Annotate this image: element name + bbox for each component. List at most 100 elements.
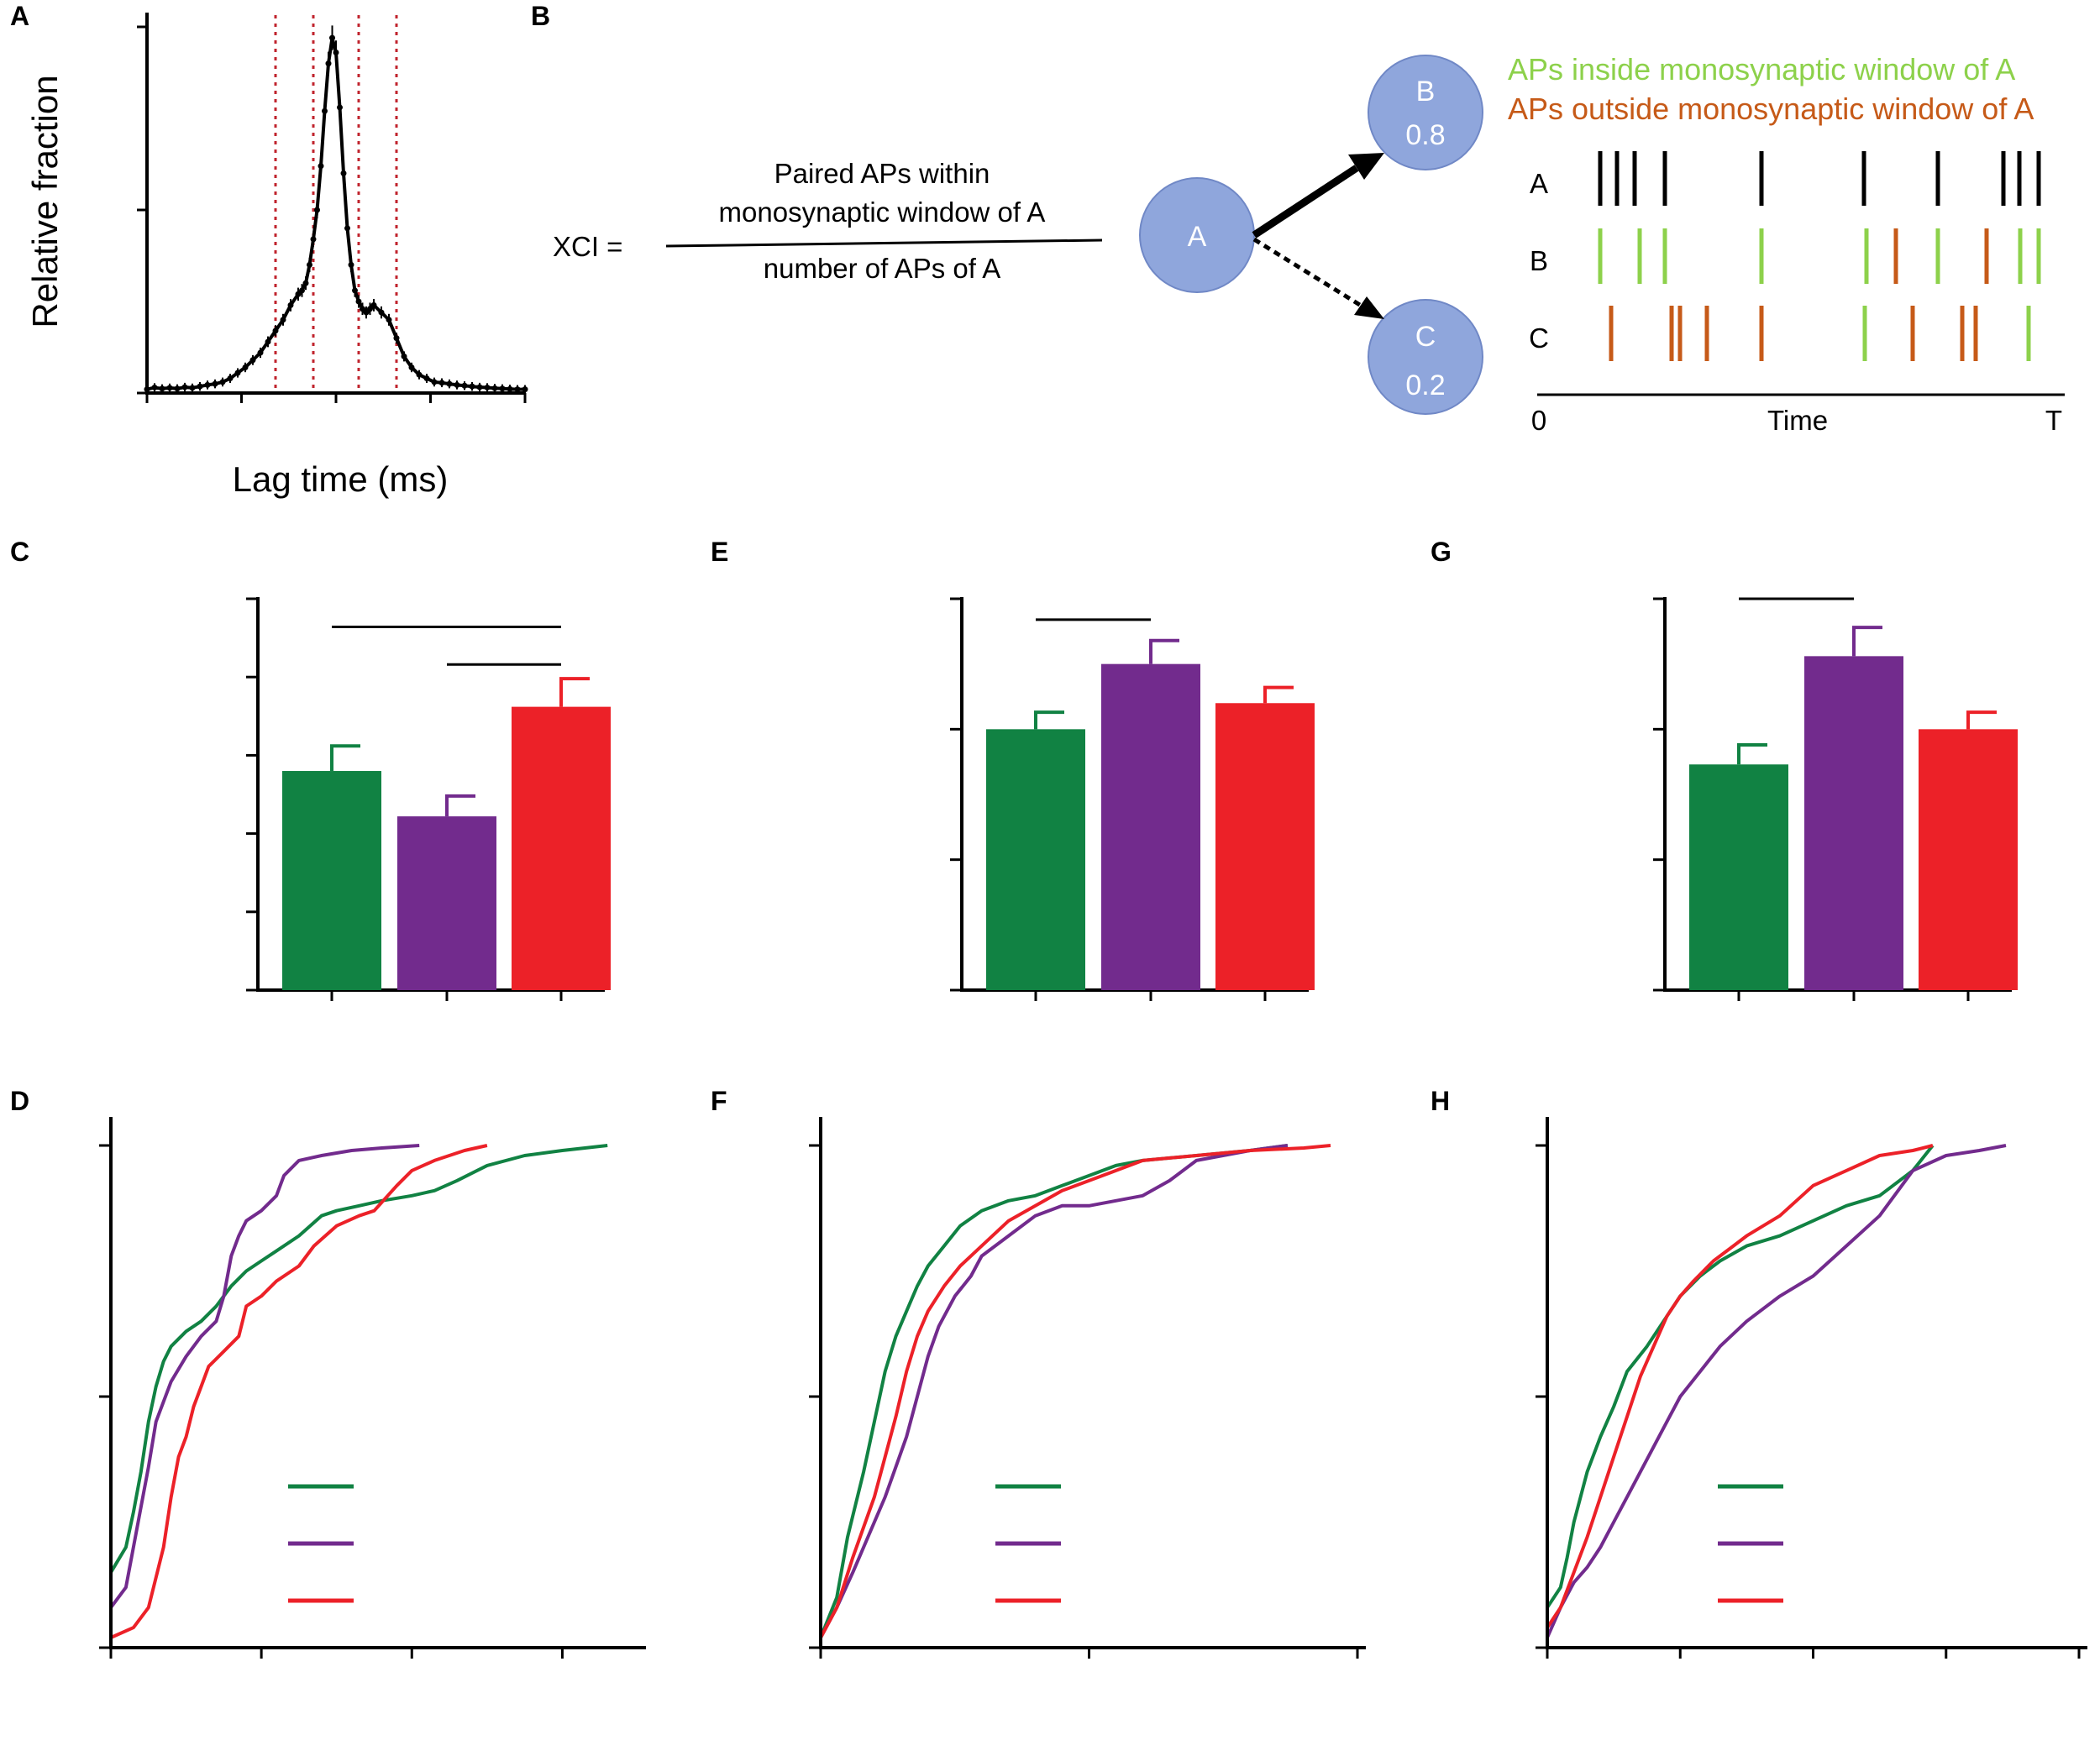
correlogram-point: [401, 353, 407, 359]
bar-dgc: [986, 729, 1085, 990]
correlogram-point: [295, 291, 302, 297]
correlogram-point: [408, 364, 415, 370]
legend-in-window: APs inside monosynaptic window of A: [1508, 52, 2015, 86]
correlogram-point: [446, 380, 453, 387]
node-b-value: 0.8: [1405, 119, 1445, 151]
formula-numerator-1: Paired APs within: [774, 158, 990, 189]
panel-b: B XCI = Paired APs within monosynaptic w…: [531, 1, 2065, 436]
correlogram-point: [393, 335, 400, 342]
raster-row-a: A: [1530, 168, 1548, 199]
correlogram-point: [352, 287, 358, 294]
node-b: [1368, 55, 1483, 170]
correlogram-point: [431, 379, 438, 385]
correlogram-point: [159, 385, 165, 392]
panel-a-letter: A: [10, 1, 29, 31]
correlogram-point: [348, 261, 354, 268]
bar-chart-g: [1653, 597, 2018, 1001]
a-y-label: Relative fraction: [25, 75, 65, 328]
correlogram-point: [272, 328, 279, 334]
correlogram-point: [484, 384, 491, 391]
correlogram-point: [322, 107, 328, 114]
arrow-a-to-c: [1252, 237, 1364, 309]
arrow-a-to-b-head: [1348, 153, 1384, 180]
correlogram-point: [325, 60, 332, 67]
correlogram-point: [242, 364, 249, 370]
time-label: Time: [1767, 405, 1828, 436]
node-c-value: 0.2: [1405, 370, 1445, 401]
correlogram-point: [370, 301, 377, 308]
correlogram-point: [461, 382, 468, 389]
cross-correlogram: [144, 25, 528, 394]
cdf-line-red: [819, 1144, 1331, 1638]
correlogram-point: [507, 385, 513, 392]
time-end-label: T: [2045, 405, 2062, 436]
cdf-line-green: [819, 1144, 1289, 1638]
formula-numerator-2: monosynaptic window of A: [719, 197, 1046, 228]
panel-c-letter: C: [10, 537, 29, 567]
correlogram-point: [337, 104, 343, 111]
node-c-label: C: [1415, 321, 1436, 353]
correlogram-point: [280, 317, 286, 323]
correlogram-point: [227, 375, 234, 382]
panel-e-letter: E: [711, 537, 728, 567]
panel-h: H: [1431, 1086, 2087, 1659]
correlogram-point: [151, 384, 158, 391]
correlogram-point: [181, 384, 188, 391]
panel-d: D: [10, 1086, 646, 1659]
panel-f: F: [711, 1086, 1366, 1659]
cdf-line-purple: [819, 1144, 1289, 1638]
xci-label: XCI =: [553, 231, 622, 262]
correlogram-point: [174, 385, 181, 392]
correlogram-point: [344, 225, 350, 232]
cdf-chart-f: [809, 1117, 1366, 1659]
correlogram-line: [146, 37, 525, 391]
correlogram-point: [257, 349, 264, 356]
correlogram-point: [423, 375, 430, 382]
correlogram-point: [363, 309, 370, 316]
bar-ca1: [397, 816, 496, 990]
correlogram-point: [329, 34, 335, 41]
cdf-line-purple: [109, 1144, 420, 1609]
correlogram-point: [416, 371, 423, 378]
correlogram-point: [438, 380, 445, 386]
bar-ca3: [512, 706, 611, 990]
correlogram-point: [189, 385, 196, 391]
correlogram-point: [204, 381, 211, 388]
bar-chart-e: [950, 597, 1315, 1001]
correlogram-point: [367, 306, 373, 312]
correlogram-point: [386, 317, 392, 323]
correlogram-point: [340, 170, 347, 176]
correlogram-point: [378, 309, 385, 316]
bar-ca1: [1101, 663, 1200, 990]
panel-f-letter: F: [711, 1086, 727, 1116]
correlogram-point: [234, 370, 241, 376]
correlogram-point: [265, 338, 271, 345]
correlogram-point: [307, 261, 312, 268]
correlogram-point: [166, 385, 173, 391]
correlogram-point: [249, 357, 256, 364]
a-x-label: Lag time (ms): [233, 459, 449, 499]
panel-h-letter: H: [1431, 1086, 1450, 1116]
cdf-chart-d: [99, 1117, 646, 1659]
correlogram-point: [355, 298, 362, 305]
arrow-a-to-b: [1252, 165, 1359, 239]
correlogram-point: [310, 236, 317, 243]
time-start-label: 0: [1531, 405, 1546, 436]
bar-ca3: [1919, 729, 2018, 990]
cdf-line-purple: [1546, 1144, 2007, 1638]
correlogram-point: [491, 385, 498, 391]
correlogram-point: [212, 380, 218, 387]
formula-fraction-bar: [665, 239, 1103, 248]
panel-b-letter: B: [531, 1, 550, 31]
bar-chart-c: [246, 597, 611, 1001]
spike-raster: [1598, 151, 2041, 361]
bar-dgc: [282, 771, 381, 990]
correlogram-point: [318, 163, 324, 170]
cdf-line-red: [110, 1144, 488, 1639]
cdf-chart-h: [1536, 1117, 2087, 1659]
correlogram-point: [360, 306, 365, 312]
correlogram-point: [522, 386, 528, 393]
correlogram-point: [333, 50, 339, 56]
panel-d-letter: D: [10, 1086, 29, 1116]
